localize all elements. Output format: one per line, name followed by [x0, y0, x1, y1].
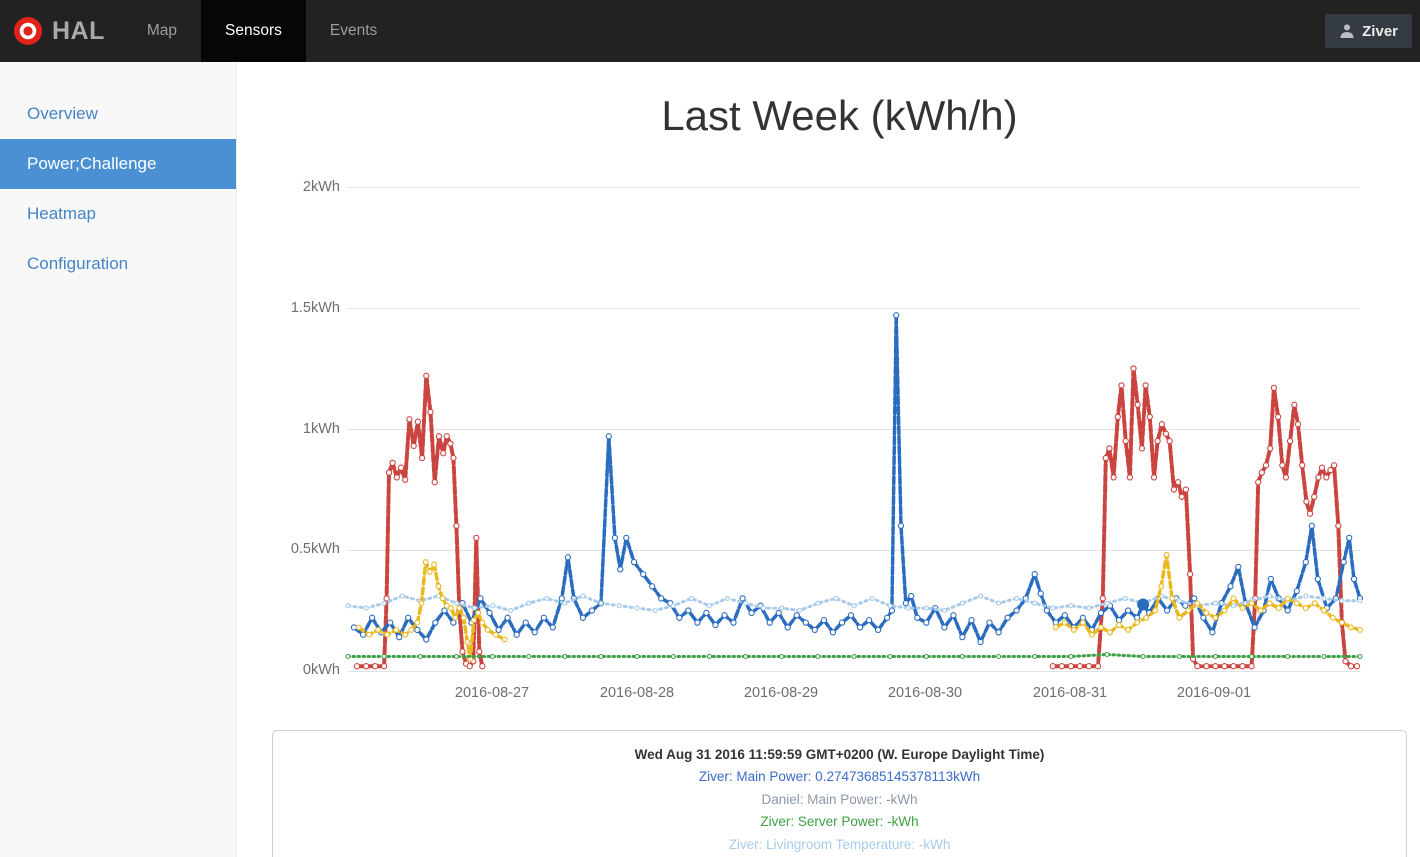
y-axis-label: 1.5kWh	[290, 300, 340, 316]
legend-timestamp: Wed Aug 31 2016 11:59:59 GMT+0200 (W. Eu…	[634, 747, 1045, 762]
x-axis-label: 2016-08-28	[599, 685, 675, 701]
sidebar: Overview Power;Challenge Heatmap Configu…	[0, 62, 237, 857]
legend-row-daniel-main-power: Daniel: Main Power: -kWh	[761, 791, 918, 807]
sidebar-item-power-challenge[interactable]: Power;Challenge	[0, 139, 236, 189]
user-menu[interactable]: Ziver	[1325, 14, 1412, 48]
legend-row-ziver-main-power: Ziver: Main Power: 0.27473685145378113kW…	[698, 769, 981, 784]
x-axis-label: 2016-08-27	[454, 685, 530, 701]
nav-item-map[interactable]: Map	[146, 22, 178, 39]
hal-logo-icon	[14, 17, 42, 45]
sidebar-item-configuration[interactable]: Configuration	[27, 254, 129, 273]
sidebar-item-overview[interactable]: Overview	[27, 104, 98, 123]
x-axis-label: 2016-09-01	[1176, 685, 1252, 701]
y-axis-label: 1kWh	[302, 421, 340, 437]
legend-row-ziver-livingroom-temperature: Ziver: Livingroom Temperature: -kWh	[728, 836, 951, 852]
y-axis-label: 2kWh	[302, 179, 340, 195]
brand[interactable]: HAL	[0, 0, 123, 62]
page-title: Last Week (kWh/h)	[661, 92, 1018, 139]
x-axis-label: 2016-08-30	[887, 685, 963, 701]
user-label: Ziver	[1362, 22, 1398, 40]
chart-plot[interactable]	[345, 187, 1364, 672]
brand-label: HAL	[52, 16, 105, 45]
y-axis-label: 0kWh	[302, 662, 340, 678]
x-axis-label: 2016-08-29	[743, 685, 819, 701]
user-icon	[1340, 24, 1354, 38]
navbar: HAL Map Sensors Events Ziver	[0, 0, 1420, 62]
y-axis-label: 0.5kWh	[290, 541, 340, 557]
sidebar-item-heatmap[interactable]: Heatmap	[27, 204, 96, 223]
legend-panel: Wed Aug 31 2016 11:59:59 GMT+0200 (W. Eu…	[272, 730, 1407, 857]
nav-item-sensors[interactable]: Sensors	[201, 0, 306, 62]
x-axis-label: 2016-08-31	[1032, 685, 1108, 701]
nav-item-events[interactable]: Events	[329, 22, 378, 39]
legend-row-ziver-server-power: Ziver: Server Power: -kWh	[760, 814, 919, 829]
